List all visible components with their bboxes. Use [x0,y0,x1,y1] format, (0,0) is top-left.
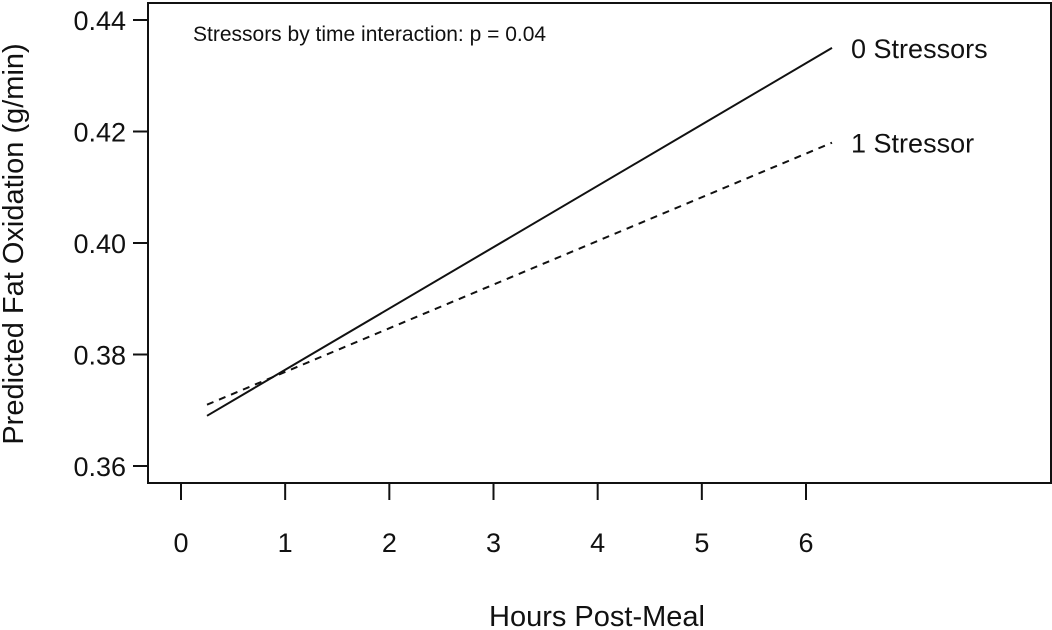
series-line-zero-stressors [206,47,833,417]
x-tick-label: 0 [173,528,188,558]
y-axis: 0.36 0.38 0.40 0.42 0.44 [73,6,148,482]
y-tick-label: 0.36 [73,452,126,482]
y-tick-label: 0.40 [73,229,126,259]
interaction-annotation: Stressors by time interaction: p = 0.04 [193,23,546,46]
y-tick-label: 0.38 [73,341,126,371]
y-tick-label: 0.42 [73,118,126,148]
y-axis-title: Predicted Fat Oxidation (g/min) [0,43,30,444]
plot-area [147,2,1052,484]
series-label-one-stressor: 1 Stressor [851,129,974,159]
x-tick-label: 1 [278,528,293,558]
x-tick-label: 3 [486,528,501,558]
series-line-one-stressor [206,141,833,406]
x-axis: 0 1 2 3 4 5 6 [173,482,814,558]
x-axis-title: Hours Post-Meal [489,601,705,630]
y-tick-label: 0.44 [73,6,126,36]
x-tick-label: 4 [590,528,605,558]
plot-frame [147,2,1052,484]
series-label-zero-stressors: 0 Stressors [851,34,988,64]
x-tick-label: 2 [382,528,397,558]
series-group: 0 Stressors 1 Stressor [206,34,988,417]
x-tick-label: 5 [694,528,709,558]
x-tick-label: 6 [798,528,813,558]
